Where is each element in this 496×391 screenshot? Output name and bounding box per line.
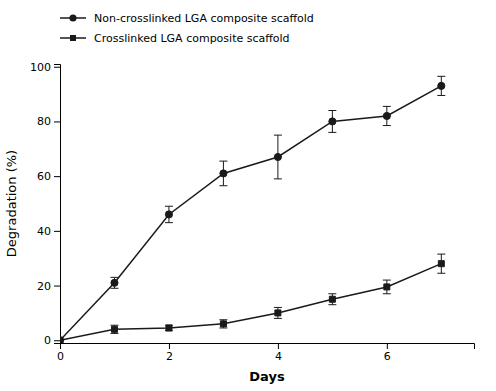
- tick-label: 2: [166, 350, 173, 363]
- y-axis: 0 20 40 60 80 100: [30, 61, 61, 348]
- tick: 80: [37, 115, 60, 128]
- legend-label: Crosslinked LGA composite scaffold: [94, 32, 290, 45]
- data-point: [384, 284, 390, 290]
- data-point: [60, 337, 63, 343]
- error-bar: [437, 76, 445, 95]
- tick-mark: [54, 286, 60, 287]
- series: [60, 76, 445, 343]
- axis-line: [54, 65, 61, 344]
- error-bar: [274, 307, 282, 318]
- tick-label: 4: [275, 350, 282, 363]
- tick: 4: [275, 343, 282, 363]
- error-bar: [437, 254, 445, 273]
- tick-mark: [54, 340, 60, 341]
- error-bar: [165, 325, 173, 330]
- tick: 40: [37, 225, 60, 238]
- data-point: [274, 153, 281, 160]
- data-point: [166, 325, 172, 331]
- tick-mark: [387, 343, 388, 349]
- tick-mark: [278, 343, 279, 349]
- legend-entry: Crosslinked LGA composite scaffold: [60, 32, 290, 45]
- tick-mark: [54, 231, 60, 232]
- tick: 6: [384, 343, 391, 363]
- tick-label: 20: [37, 280, 51, 293]
- tick-mark: [54, 176, 60, 177]
- plot-area: [60, 76, 445, 343]
- tick-label: 60: [37, 170, 51, 183]
- legend-marker: [70, 35, 76, 41]
- tick: 60: [37, 170, 60, 183]
- tick: 2: [166, 343, 173, 363]
- tick: 0: [57, 343, 64, 363]
- tick-label: 0: [44, 334, 51, 347]
- series-line: [60, 264, 441, 341]
- data-point: [329, 118, 336, 125]
- tick-label: 100: [30, 61, 51, 74]
- legend-entry: Non-crosslinked LGA composite scaffold: [60, 12, 314, 25]
- data-point: [165, 211, 172, 218]
- tick-label: 0: [57, 350, 64, 363]
- legend-label: Non-crosslinked LGA composite scaffold: [94, 12, 314, 25]
- error-bar: [110, 277, 118, 288]
- tick-label: 80: [37, 115, 51, 128]
- chart: 0246020406080100DaysDegradation (%)Non-c…: [0, 0, 496, 391]
- data-point: [111, 326, 117, 332]
- error-bar: [274, 135, 282, 179]
- x-axis: 0 2 4 6: [57, 343, 475, 363]
- data-point: [438, 261, 444, 267]
- error-bar: [110, 325, 118, 333]
- error-bar: [328, 294, 336, 305]
- error-bar: [219, 161, 227, 186]
- tick-mark: [169, 343, 170, 349]
- error-bar: [328, 111, 336, 133]
- tick-mark: [54, 121, 60, 122]
- error-bar: [383, 106, 391, 125]
- series: [60, 254, 445, 343]
- x-axis-title: Days: [249, 369, 285, 384]
- series-line: [60, 86, 441, 340]
- tick: 0: [44, 334, 60, 347]
- data-point: [329, 296, 335, 302]
- tick: 100: [30, 61, 60, 74]
- error-bar: [219, 320, 227, 328]
- tick: 20: [37, 280, 60, 293]
- data-point: [111, 279, 118, 286]
- tick-label: 6: [384, 350, 391, 363]
- axis-line: [61, 344, 475, 350]
- plot-root: 0246020406080100DaysDegradation (%): [4, 61, 475, 384]
- data-point: [275, 310, 281, 316]
- data-point: [220, 170, 227, 177]
- error-bar: [165, 206, 173, 222]
- legend: Non-crosslinked LGA composite scaffold Cr…: [60, 12, 314, 45]
- tick-mark: [54, 67, 60, 68]
- y-axis-title: Degradation (%): [4, 150, 19, 257]
- tick-label: 40: [37, 225, 51, 238]
- data-point: [220, 321, 226, 327]
- data-point: [438, 82, 445, 89]
- error-bar: [383, 280, 391, 294]
- data-point: [60, 337, 64, 343]
- data-point: [383, 112, 390, 119]
- legend-marker: [69, 14, 76, 21]
